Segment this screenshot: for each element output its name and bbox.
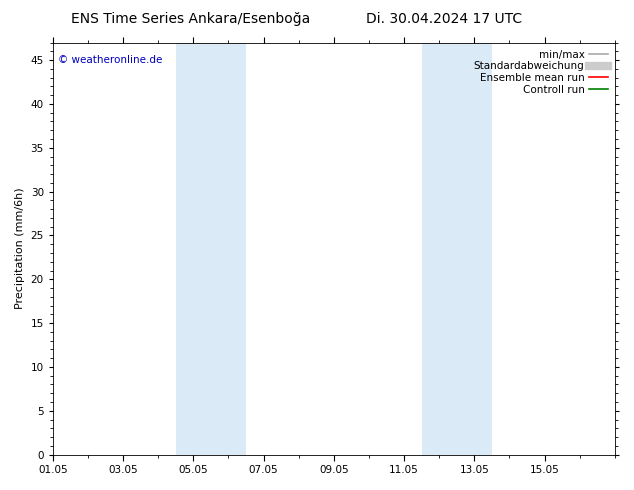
Bar (422, 43, 492, 455)
Text: ENS Time Series Ankara/Esenboğa: ENS Time Series Ankara/Esenboğa (70, 12, 310, 26)
Text: © weatheronline.de: © weatheronline.de (58, 55, 163, 65)
Legend: min/max, Standardabweichung, Ensemble mean run, Controll run: min/max, Standardabweichung, Ensemble me… (472, 48, 610, 97)
Y-axis label: Precipitation (mm/6h): Precipitation (mm/6h) (15, 188, 25, 309)
Bar (176, 43, 246, 455)
Text: Di. 30.04.2024 17 UTC: Di. 30.04.2024 17 UTC (366, 12, 522, 26)
